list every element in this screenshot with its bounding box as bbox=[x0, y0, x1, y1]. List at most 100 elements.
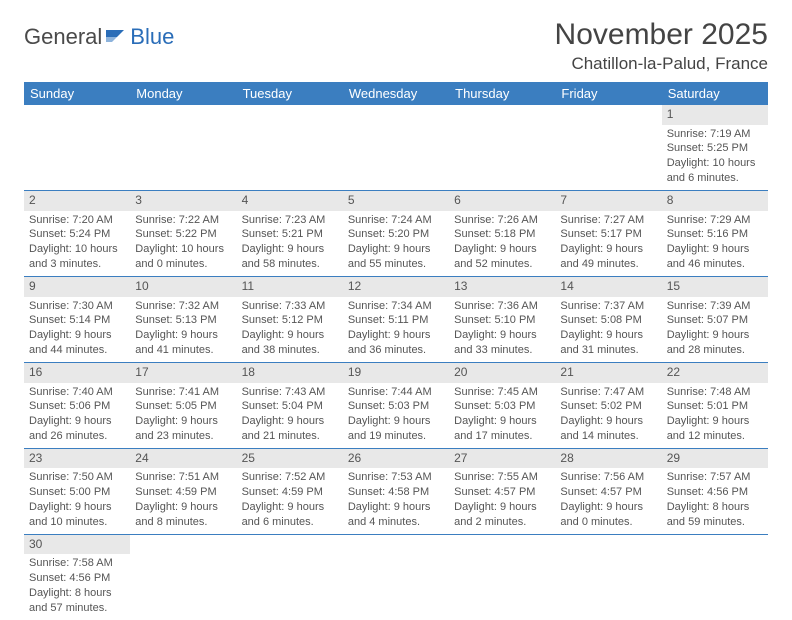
day-details: Sunrise: 7:52 AMSunset: 4:59 PMDaylight:… bbox=[237, 468, 343, 533]
calendar-row: 30Sunrise: 7:58 AMSunset: 4:56 PMDayligh… bbox=[24, 534, 768, 619]
sunrise-line: Sunrise: 7:52 AM bbox=[242, 470, 338, 485]
calendar-cell: 23Sunrise: 7:50 AMSunset: 5:00 PMDayligh… bbox=[24, 448, 130, 534]
daylight-line: Daylight: 9 hours and 41 minutes. bbox=[135, 328, 231, 358]
calendar-cell-empty bbox=[343, 534, 449, 619]
sunset-line: Sunset: 5:04 PM bbox=[242, 399, 338, 414]
calendar-table: SundayMondayTuesdayWednesdayThursdayFrid… bbox=[24, 82, 768, 620]
sunset-line: Sunset: 5:21 PM bbox=[242, 227, 338, 242]
sunrise-line: Sunrise: 7:22 AM bbox=[135, 213, 231, 228]
calendar-cell: 11Sunrise: 7:33 AMSunset: 5:12 PMDayligh… bbox=[237, 276, 343, 362]
sunrise-line: Sunrise: 7:24 AM bbox=[348, 213, 444, 228]
day-number: 16 bbox=[24, 363, 130, 383]
day-number: 26 bbox=[343, 449, 449, 469]
title-block: November 2025 Chatillon-la-Palud, France bbox=[555, 18, 768, 74]
sunset-line: Sunset: 5:00 PM bbox=[29, 485, 125, 500]
day-number: 29 bbox=[662, 449, 768, 469]
weekday-header: Sunday bbox=[24, 82, 130, 105]
daylight-line: Daylight: 9 hours and 33 minutes. bbox=[454, 328, 550, 358]
day-number: 1 bbox=[662, 105, 768, 125]
day-number: 11 bbox=[237, 277, 343, 297]
sunset-line: Sunset: 5:06 PM bbox=[29, 399, 125, 414]
calendar-cell: 26Sunrise: 7:53 AMSunset: 4:58 PMDayligh… bbox=[343, 448, 449, 534]
calendar-cell: 5Sunrise: 7:24 AMSunset: 5:20 PMDaylight… bbox=[343, 190, 449, 276]
calendar-cell: 1Sunrise: 7:19 AMSunset: 5:25 PMDaylight… bbox=[662, 105, 768, 190]
sunset-line: Sunset: 4:57 PM bbox=[454, 485, 550, 500]
sunset-line: Sunset: 5:02 PM bbox=[560, 399, 656, 414]
day-number: 13 bbox=[449, 277, 555, 297]
header: General Blue November 2025 Chatillon-la-… bbox=[24, 18, 768, 74]
day-number: 18 bbox=[237, 363, 343, 383]
daylight-line: Daylight: 9 hours and 23 minutes. bbox=[135, 414, 231, 444]
daylight-line: Daylight: 9 hours and 26 minutes. bbox=[29, 414, 125, 444]
daylight-line: Daylight: 9 hours and 17 minutes. bbox=[454, 414, 550, 444]
day-number: 25 bbox=[237, 449, 343, 469]
day-number: 30 bbox=[24, 535, 130, 555]
sunrise-line: Sunrise: 7:19 AM bbox=[667, 127, 763, 142]
day-details: Sunrise: 7:58 AMSunset: 4:56 PMDaylight:… bbox=[24, 554, 130, 619]
sunset-line: Sunset: 4:59 PM bbox=[242, 485, 338, 500]
daylight-line: Daylight: 10 hours and 0 minutes. bbox=[135, 242, 231, 272]
calendar-cell-empty bbox=[24, 105, 130, 190]
day-number: 27 bbox=[449, 449, 555, 469]
day-number: 7 bbox=[555, 191, 661, 211]
day-details: Sunrise: 7:26 AMSunset: 5:18 PMDaylight:… bbox=[449, 211, 555, 276]
logo: General Blue bbox=[24, 24, 174, 50]
daylight-line: Daylight: 9 hours and 52 minutes. bbox=[454, 242, 550, 272]
daylight-line: Daylight: 9 hours and 31 minutes. bbox=[560, 328, 656, 358]
day-number: 2 bbox=[24, 191, 130, 211]
daylight-line: Daylight: 9 hours and 46 minutes. bbox=[667, 242, 763, 272]
sunset-line: Sunset: 4:56 PM bbox=[29, 571, 125, 586]
day-details: Sunrise: 7:50 AMSunset: 5:00 PMDaylight:… bbox=[24, 468, 130, 533]
day-details: Sunrise: 7:45 AMSunset: 5:03 PMDaylight:… bbox=[449, 383, 555, 448]
calendar-cell: 7Sunrise: 7:27 AMSunset: 5:17 PMDaylight… bbox=[555, 190, 661, 276]
day-details: Sunrise: 7:24 AMSunset: 5:20 PMDaylight:… bbox=[343, 211, 449, 276]
calendar-cell-empty bbox=[449, 534, 555, 619]
calendar-cell: 28Sunrise: 7:56 AMSunset: 4:57 PMDayligh… bbox=[555, 448, 661, 534]
day-number: 5 bbox=[343, 191, 449, 211]
day-number: 20 bbox=[449, 363, 555, 383]
calendar-cell: 10Sunrise: 7:32 AMSunset: 5:13 PMDayligh… bbox=[130, 276, 236, 362]
daylight-line: Daylight: 9 hours and 19 minutes. bbox=[348, 414, 444, 444]
sunrise-line: Sunrise: 7:27 AM bbox=[560, 213, 656, 228]
logo-text-general: General bbox=[24, 24, 102, 50]
day-number: 12 bbox=[343, 277, 449, 297]
calendar-cell: 3Sunrise: 7:22 AMSunset: 5:22 PMDaylight… bbox=[130, 190, 236, 276]
sunset-line: Sunset: 5:03 PM bbox=[454, 399, 550, 414]
sunrise-line: Sunrise: 7:32 AM bbox=[135, 299, 231, 314]
sunrise-line: Sunrise: 7:47 AM bbox=[560, 385, 656, 400]
sunset-line: Sunset: 5:22 PM bbox=[135, 227, 231, 242]
calendar-cell: 9Sunrise: 7:30 AMSunset: 5:14 PMDaylight… bbox=[24, 276, 130, 362]
daylight-line: Daylight: 10 hours and 3 minutes. bbox=[29, 242, 125, 272]
sunset-line: Sunset: 4:56 PM bbox=[667, 485, 763, 500]
sunset-line: Sunset: 5:03 PM bbox=[348, 399, 444, 414]
calendar-cell: 30Sunrise: 7:58 AMSunset: 4:56 PMDayligh… bbox=[24, 534, 130, 619]
calendar-cell-empty bbox=[130, 534, 236, 619]
weekday-header-row: SundayMondayTuesdayWednesdayThursdayFrid… bbox=[24, 82, 768, 105]
day-number: 22 bbox=[662, 363, 768, 383]
day-number: 6 bbox=[449, 191, 555, 211]
day-number: 10 bbox=[130, 277, 236, 297]
calendar-cell: 17Sunrise: 7:41 AMSunset: 5:05 PMDayligh… bbox=[130, 362, 236, 448]
daylight-line: Daylight: 8 hours and 59 minutes. bbox=[667, 500, 763, 530]
calendar-row: 2Sunrise: 7:20 AMSunset: 5:24 PMDaylight… bbox=[24, 190, 768, 276]
logo-text-blue: Blue bbox=[130, 24, 174, 50]
calendar-cell: 6Sunrise: 7:26 AMSunset: 5:18 PMDaylight… bbox=[449, 190, 555, 276]
calendar-cell: 15Sunrise: 7:39 AMSunset: 5:07 PMDayligh… bbox=[662, 276, 768, 362]
daylight-line: Daylight: 9 hours and 21 minutes. bbox=[242, 414, 338, 444]
day-details: Sunrise: 7:39 AMSunset: 5:07 PMDaylight:… bbox=[662, 297, 768, 362]
weekday-header: Tuesday bbox=[237, 82, 343, 105]
sunrise-line: Sunrise: 7:23 AM bbox=[242, 213, 338, 228]
month-title: November 2025 bbox=[555, 18, 768, 52]
day-number: 14 bbox=[555, 277, 661, 297]
sunrise-line: Sunrise: 7:39 AM bbox=[667, 299, 763, 314]
calendar-cell: 19Sunrise: 7:44 AMSunset: 5:03 PMDayligh… bbox=[343, 362, 449, 448]
sunset-line: Sunset: 5:08 PM bbox=[560, 313, 656, 328]
day-details: Sunrise: 7:43 AMSunset: 5:04 PMDaylight:… bbox=[237, 383, 343, 448]
flag-icon bbox=[106, 26, 128, 49]
sunrise-line: Sunrise: 7:43 AM bbox=[242, 385, 338, 400]
daylight-line: Daylight: 9 hours and 4 minutes. bbox=[348, 500, 444, 530]
daylight-line: Daylight: 10 hours and 6 minutes. bbox=[667, 156, 763, 186]
sunrise-line: Sunrise: 7:55 AM bbox=[454, 470, 550, 485]
calendar-cell: 16Sunrise: 7:40 AMSunset: 5:06 PMDayligh… bbox=[24, 362, 130, 448]
calendar-cell: 13Sunrise: 7:36 AMSunset: 5:10 PMDayligh… bbox=[449, 276, 555, 362]
